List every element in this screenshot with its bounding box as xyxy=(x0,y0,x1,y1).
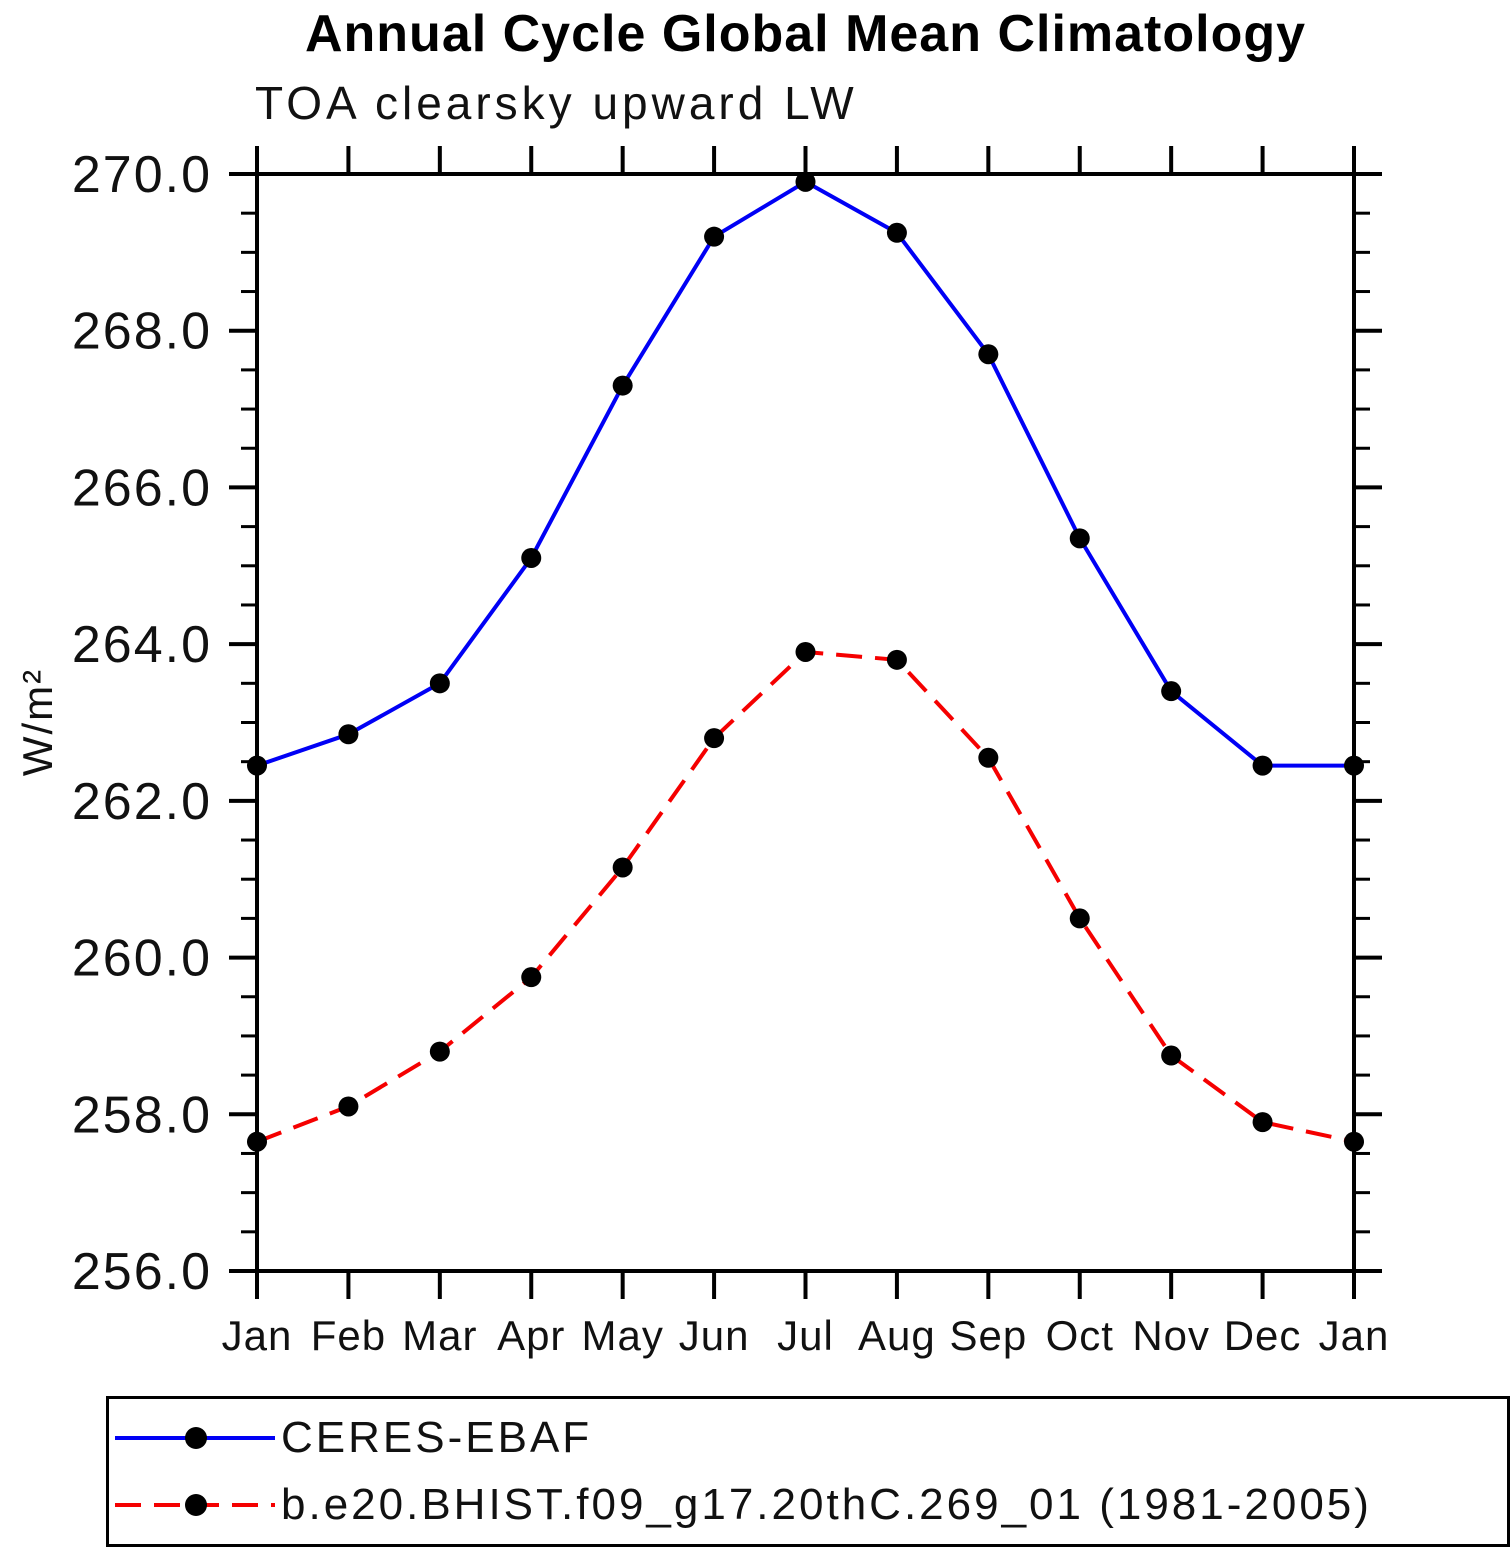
x-tick-label: Oct xyxy=(1046,1312,1114,1359)
series-line-model xyxy=(256,650,1355,1144)
data-point-marker xyxy=(612,375,633,396)
legend-label: CERES-EBAF xyxy=(281,1412,593,1462)
data-point-marker xyxy=(704,728,725,749)
y-tick-label: 268.0 xyxy=(72,303,212,361)
x-tick-label: Mar xyxy=(402,1312,477,1359)
x-tick-label: Aug xyxy=(858,1312,936,1359)
data-point-marker xyxy=(612,857,633,878)
x-tick-label: Jan xyxy=(1319,1312,1390,1359)
data-point-marker xyxy=(1161,681,1182,702)
data-point-marker xyxy=(521,547,542,568)
y-tick-label: 270.0 xyxy=(72,146,212,204)
data-point-marker xyxy=(429,1041,450,1062)
circle-marker-icon xyxy=(185,1426,207,1449)
y-tick-label: 256.0 xyxy=(72,1243,212,1301)
x-tick-label: Nov xyxy=(1132,1312,1210,1359)
y-tick-label: 258.0 xyxy=(72,1086,212,1144)
x-tick-label: Jan xyxy=(222,1312,293,1359)
x-tick-label: Jul xyxy=(777,1312,834,1359)
legend-item: b.e20.BHIST.f09_g17.20thC.269_01 (1981-2… xyxy=(115,1474,1507,1536)
data-point-marker xyxy=(704,226,725,247)
data-point-marker xyxy=(886,649,907,670)
data-point-marker xyxy=(1069,908,1090,929)
y-tick-label: 262.0 xyxy=(72,773,212,831)
x-tick-label: Feb xyxy=(311,1312,386,1359)
data-point-marker xyxy=(521,967,542,988)
data-point-marker xyxy=(978,747,999,768)
data-point-marker xyxy=(795,171,816,192)
x-tick-label: May xyxy=(581,1312,663,1359)
plot-border xyxy=(255,172,1356,1273)
data-point-marker xyxy=(1344,1131,1364,1152)
data-point-marker xyxy=(247,755,267,776)
x-tick-label: Sep xyxy=(949,1312,1027,1359)
data-point-marker xyxy=(1344,755,1364,776)
y-tick-label: 260.0 xyxy=(72,930,212,988)
chart-title: Annual Cycle Global Mean Climatology xyxy=(304,5,1307,63)
data-point-marker xyxy=(1069,528,1090,549)
chart-subtitle: TOA clearsky upward LW xyxy=(255,77,858,129)
x-tick-label: Dec xyxy=(1224,1312,1302,1359)
x-tick-label: Apr xyxy=(497,1312,565,1359)
legend: CERES-EBAF b.e20.BHIST.f09_g17.20thC.269… xyxy=(106,1396,1510,1547)
data-point-marker xyxy=(1252,1112,1273,1133)
y-tick-label: 266.0 xyxy=(72,459,212,517)
data-point-marker xyxy=(429,673,450,694)
x-tick-label: Jun xyxy=(679,1312,750,1359)
data-point-marker xyxy=(978,344,999,365)
data-point-marker xyxy=(795,641,816,662)
legend-line-sample xyxy=(115,1490,275,1520)
data-point-marker xyxy=(886,222,907,243)
data-point-marker xyxy=(338,724,359,745)
circle-marker-icon xyxy=(185,1494,207,1517)
legend-label: b.e20.BHIST.f09_g17.20thC.269_01 (1981-2… xyxy=(281,1480,1372,1530)
data-point-marker xyxy=(1252,755,1273,776)
y-tick-label: 264.0 xyxy=(72,616,212,674)
data-point-marker xyxy=(338,1096,359,1117)
data-point-marker xyxy=(247,1131,267,1152)
series-line-ceres-ebaf xyxy=(256,179,1354,768)
legend-item: CERES-EBAF xyxy=(115,1407,1507,1469)
data-point-marker xyxy=(1161,1045,1182,1066)
legend-line-sample xyxy=(115,1423,275,1453)
